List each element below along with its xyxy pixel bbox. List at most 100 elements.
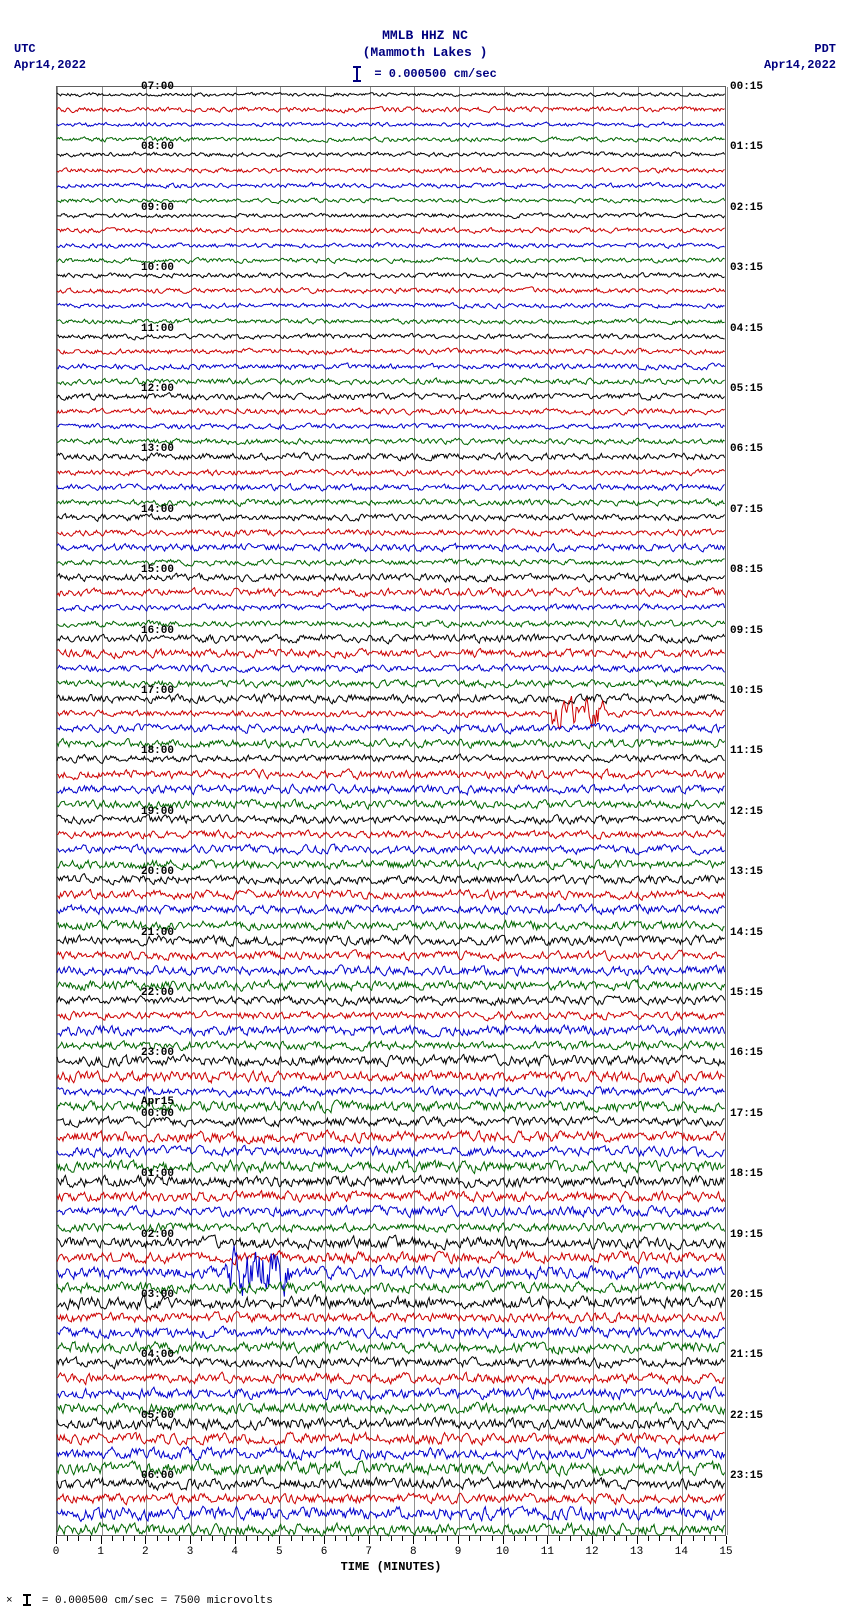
utc-hour-label: 19:00 [141,806,174,818]
footer-prefix: × [6,1595,19,1607]
x-tick-minor [224,1536,225,1541]
footer-text: = 0.000500 cm/sec = 7500 microvolts [42,1595,273,1607]
x-tick-minor [704,1536,705,1541]
tz-left-date: Apr14,2022 [14,58,86,74]
x-tick-label: 10 [496,1546,509,1558]
x-tick-minor [425,1536,426,1541]
x-tick-minor [212,1536,213,1541]
x-tick [458,1536,459,1544]
x-tick-minor [536,1536,537,1541]
pdt-hour-label: 12:15 [730,806,763,818]
utc-hour-label: 17:00 [141,685,174,697]
x-tick [369,1536,370,1544]
x-tick [592,1536,593,1544]
utc-hour-label: 23:00 [141,1047,174,1059]
pdt-hour-label: 19:15 [730,1229,763,1241]
pdt-hour-label: 00:15 [730,81,763,93]
x-tick-minor [112,1536,113,1541]
pdt-hour-label: 16:15 [730,1047,763,1059]
utc-hour-label: 13:00 [141,443,174,455]
x-tick [235,1536,236,1544]
header-scale: = 0.000500 cm/sec [0,66,850,82]
x-tick [503,1536,504,1544]
location-line: (Mammoth Lakes ) [0,45,850,62]
utc-hour-label: 07:00 [141,81,174,93]
x-tick-minor [480,1536,481,1541]
x-tick-minor [659,1536,660,1541]
pdt-hour-label: 17:15 [730,1108,763,1120]
utc-hour-label: Apr15 [141,1096,174,1108]
pdt-hour-label: 09:15 [730,625,763,637]
x-tick [101,1536,102,1544]
x-tick-minor [626,1536,627,1541]
x-tick-minor [246,1536,247,1541]
x-tick-minor [603,1536,604,1541]
x-tick-minor [570,1536,571,1541]
x-tick-label: 8 [410,1546,417,1558]
pdt-hour-label: 03:15 [730,262,763,274]
x-tick-label: 1 [97,1546,104,1558]
x-tick-minor [469,1536,470,1541]
pdt-hour-label: 01:15 [730,141,763,153]
utc-hour-label: 06:00 [141,1470,174,1482]
x-tick-minor [648,1536,649,1541]
x-tick-label: 0 [53,1546,60,1558]
x-tick-minor [581,1536,582,1541]
utc-hour-label: 18:00 [141,745,174,757]
x-tick [681,1536,682,1544]
pdt-hour-label: 15:15 [730,987,763,999]
trace-row [57,1522,725,1537]
pdt-hour-label: 20:15 [730,1289,763,1301]
x-tick-minor [168,1536,169,1541]
x-tick-minor [559,1536,560,1541]
x-tick-minor [614,1536,615,1541]
x-tick-minor [90,1536,91,1541]
pdt-hour-label: 06:15 [730,443,763,455]
x-tick-minor [380,1536,381,1541]
x-tick-minor [123,1536,124,1541]
pdt-hour-label: 08:15 [730,564,763,576]
x-tick-minor [268,1536,269,1541]
utc-hour-label: 02:00 [141,1229,174,1241]
utc-hour-label: 10:00 [141,262,174,274]
x-tick-minor [670,1536,671,1541]
footer-scale: × = 0.000500 cm/sec = 7500 microvolts [6,1594,273,1607]
x-tick-label: 13 [630,1546,643,1558]
utc-hour-label: 05:00 [141,1410,174,1422]
title-block: MMLB HHZ NC (Mammoth Lakes ) [0,28,850,62]
pdt-hour-label: 05:15 [730,383,763,395]
x-tick-label: 5 [276,1546,283,1558]
x-tick [145,1536,146,1544]
x-tick-minor [257,1536,258,1541]
x-tick-minor [313,1536,314,1541]
x-tick-label: 9 [455,1546,462,1558]
station-line: MMLB HHZ NC [0,28,850,45]
x-tick [637,1536,638,1544]
x-tick-minor [78,1536,79,1541]
x-tick [324,1536,325,1544]
x-tick [279,1536,280,1544]
utc-hour-label: 09:00 [141,202,174,214]
pdt-hour-label: 21:15 [730,1349,763,1361]
x-tick [547,1536,548,1544]
utc-hour-label: 03:00 [141,1289,174,1301]
x-tick-minor [201,1536,202,1541]
x-tick-minor [67,1536,68,1541]
x-tick-label: 12 [585,1546,598,1558]
footer-bar-icon [23,1594,31,1606]
pdt-hour-label: 18:15 [730,1168,763,1180]
x-tick [190,1536,191,1544]
x-tick [56,1536,57,1544]
tz-right-date: Apr14,2022 [764,58,836,74]
utc-hour-label: 20:00 [141,866,174,878]
utc-hour-label: 16:00 [141,625,174,637]
utc-hour-label: 00:00 [141,1108,174,1120]
x-tick-minor [134,1536,135,1541]
x-tick-label: 4 [231,1546,238,1558]
x-tick-minor [358,1536,359,1541]
x-tick-minor [402,1536,403,1541]
pdt-hour-label: 02:15 [730,202,763,214]
pdt-hour-label: 11:15 [730,745,763,757]
x-tick-label: 14 [675,1546,688,1558]
x-tick-label: 15 [719,1546,732,1558]
